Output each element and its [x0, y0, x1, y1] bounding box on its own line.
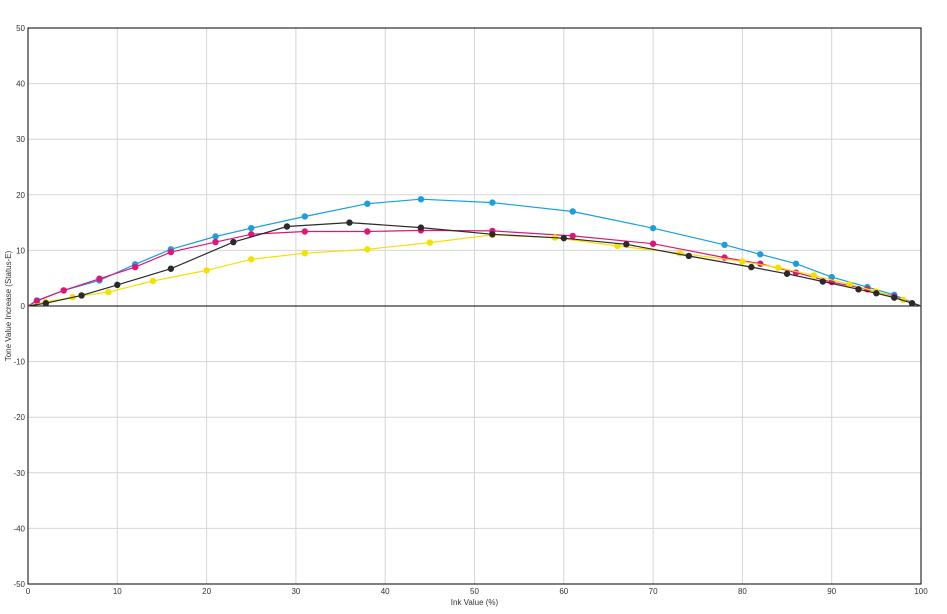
data-point [114, 281, 121, 289]
data-point [783, 270, 791, 277]
data-point [614, 242, 621, 250]
data-point [230, 238, 237, 246]
data-point [739, 258, 746, 265]
data-point [792, 260, 800, 267]
data-point [203, 267, 210, 274]
data-point [891, 294, 898, 301]
data-point [828, 273, 835, 281]
y-tick-label: 40 [16, 80, 25, 89]
data-point [757, 251, 764, 258]
data-point [364, 246, 371, 253]
data-point [685, 252, 693, 260]
data-point [489, 199, 496, 206]
data-point [623, 241, 630, 248]
series-4 [27, 219, 922, 307]
data-point [417, 224, 425, 231]
data-point [649, 240, 657, 247]
x-tick-label: 10 [113, 587, 122, 596]
x-axis-label: Ink Value (%) [451, 598, 499, 607]
data-point [105, 288, 112, 296]
data-point [810, 272, 818, 279]
x-tick-label: 40 [381, 587, 390, 596]
x-tick-label: 100 [914, 587, 928, 596]
series-group [27, 196, 922, 307]
data-point [301, 213, 309, 220]
data-point [855, 286, 862, 293]
data-point [346, 219, 353, 226]
data-point [33, 297, 41, 305]
x-tick-label: 80 [738, 587, 747, 596]
y-tick-label: 10 [16, 246, 25, 255]
data-point [560, 234, 567, 242]
y-tick-label: -30 [13, 469, 25, 478]
x-tick-label: 0 [26, 587, 31, 596]
data-point [283, 223, 291, 230]
data-point [78, 292, 85, 299]
data-point [721, 241, 728, 249]
data-point [676, 249, 684, 257]
y-tick-label: -50 [13, 580, 25, 589]
data-point [489, 231, 496, 238]
data-point [649, 224, 657, 232]
x-tick-label: 20 [202, 587, 211, 596]
data-point [364, 200, 371, 207]
data-point [42, 300, 50, 307]
data-point [908, 300, 916, 307]
data-point [248, 224, 255, 232]
data-point [149, 277, 157, 285]
data-point [873, 290, 880, 297]
y-tick-label: -40 [13, 524, 25, 533]
y-tick-label: 30 [16, 135, 25, 144]
data-point [819, 278, 826, 285]
data-point [569, 232, 576, 240]
data-point [774, 264, 782, 271]
data-point [248, 256, 255, 263]
data-point [167, 248, 175, 256]
x-tick-label: 90 [827, 587, 836, 596]
y-tick-label: 20 [16, 191, 25, 200]
data-point [60, 287, 67, 294]
y-tick-labels: -50 -40 -30 -20 -10 0 10 20 30 40 50 [13, 24, 25, 589]
data-point [131, 263, 139, 271]
y-tick-label: -10 [13, 358, 25, 367]
data-point [96, 275, 103, 282]
data-point [569, 208, 576, 215]
x-tick-label: 70 [649, 587, 658, 596]
y-axis-label: Tone Value Increase (Status-E) [4, 250, 13, 361]
y-tick-label: 0 [21, 302, 26, 311]
data-point [417, 196, 425, 203]
data-point [426, 239, 434, 246]
x-tick-label: 60 [559, 587, 568, 596]
data-point [364, 228, 371, 235]
x-tick-labels: 0 10 20 30 40 50 60 70 80 90 100 [26, 587, 928, 596]
y-tick-label: 50 [16, 24, 25, 33]
x-tick-label: 30 [291, 587, 300, 596]
data-point [748, 263, 755, 271]
data-point [301, 228, 309, 235]
data-point [212, 238, 219, 246]
data-point [167, 265, 175, 272]
y-tick-label: -20 [13, 413, 25, 422]
x-tick-label: 50 [470, 587, 479, 596]
data-point [846, 281, 853, 288]
data-point [212, 233, 219, 240]
data-point [301, 249, 309, 257]
